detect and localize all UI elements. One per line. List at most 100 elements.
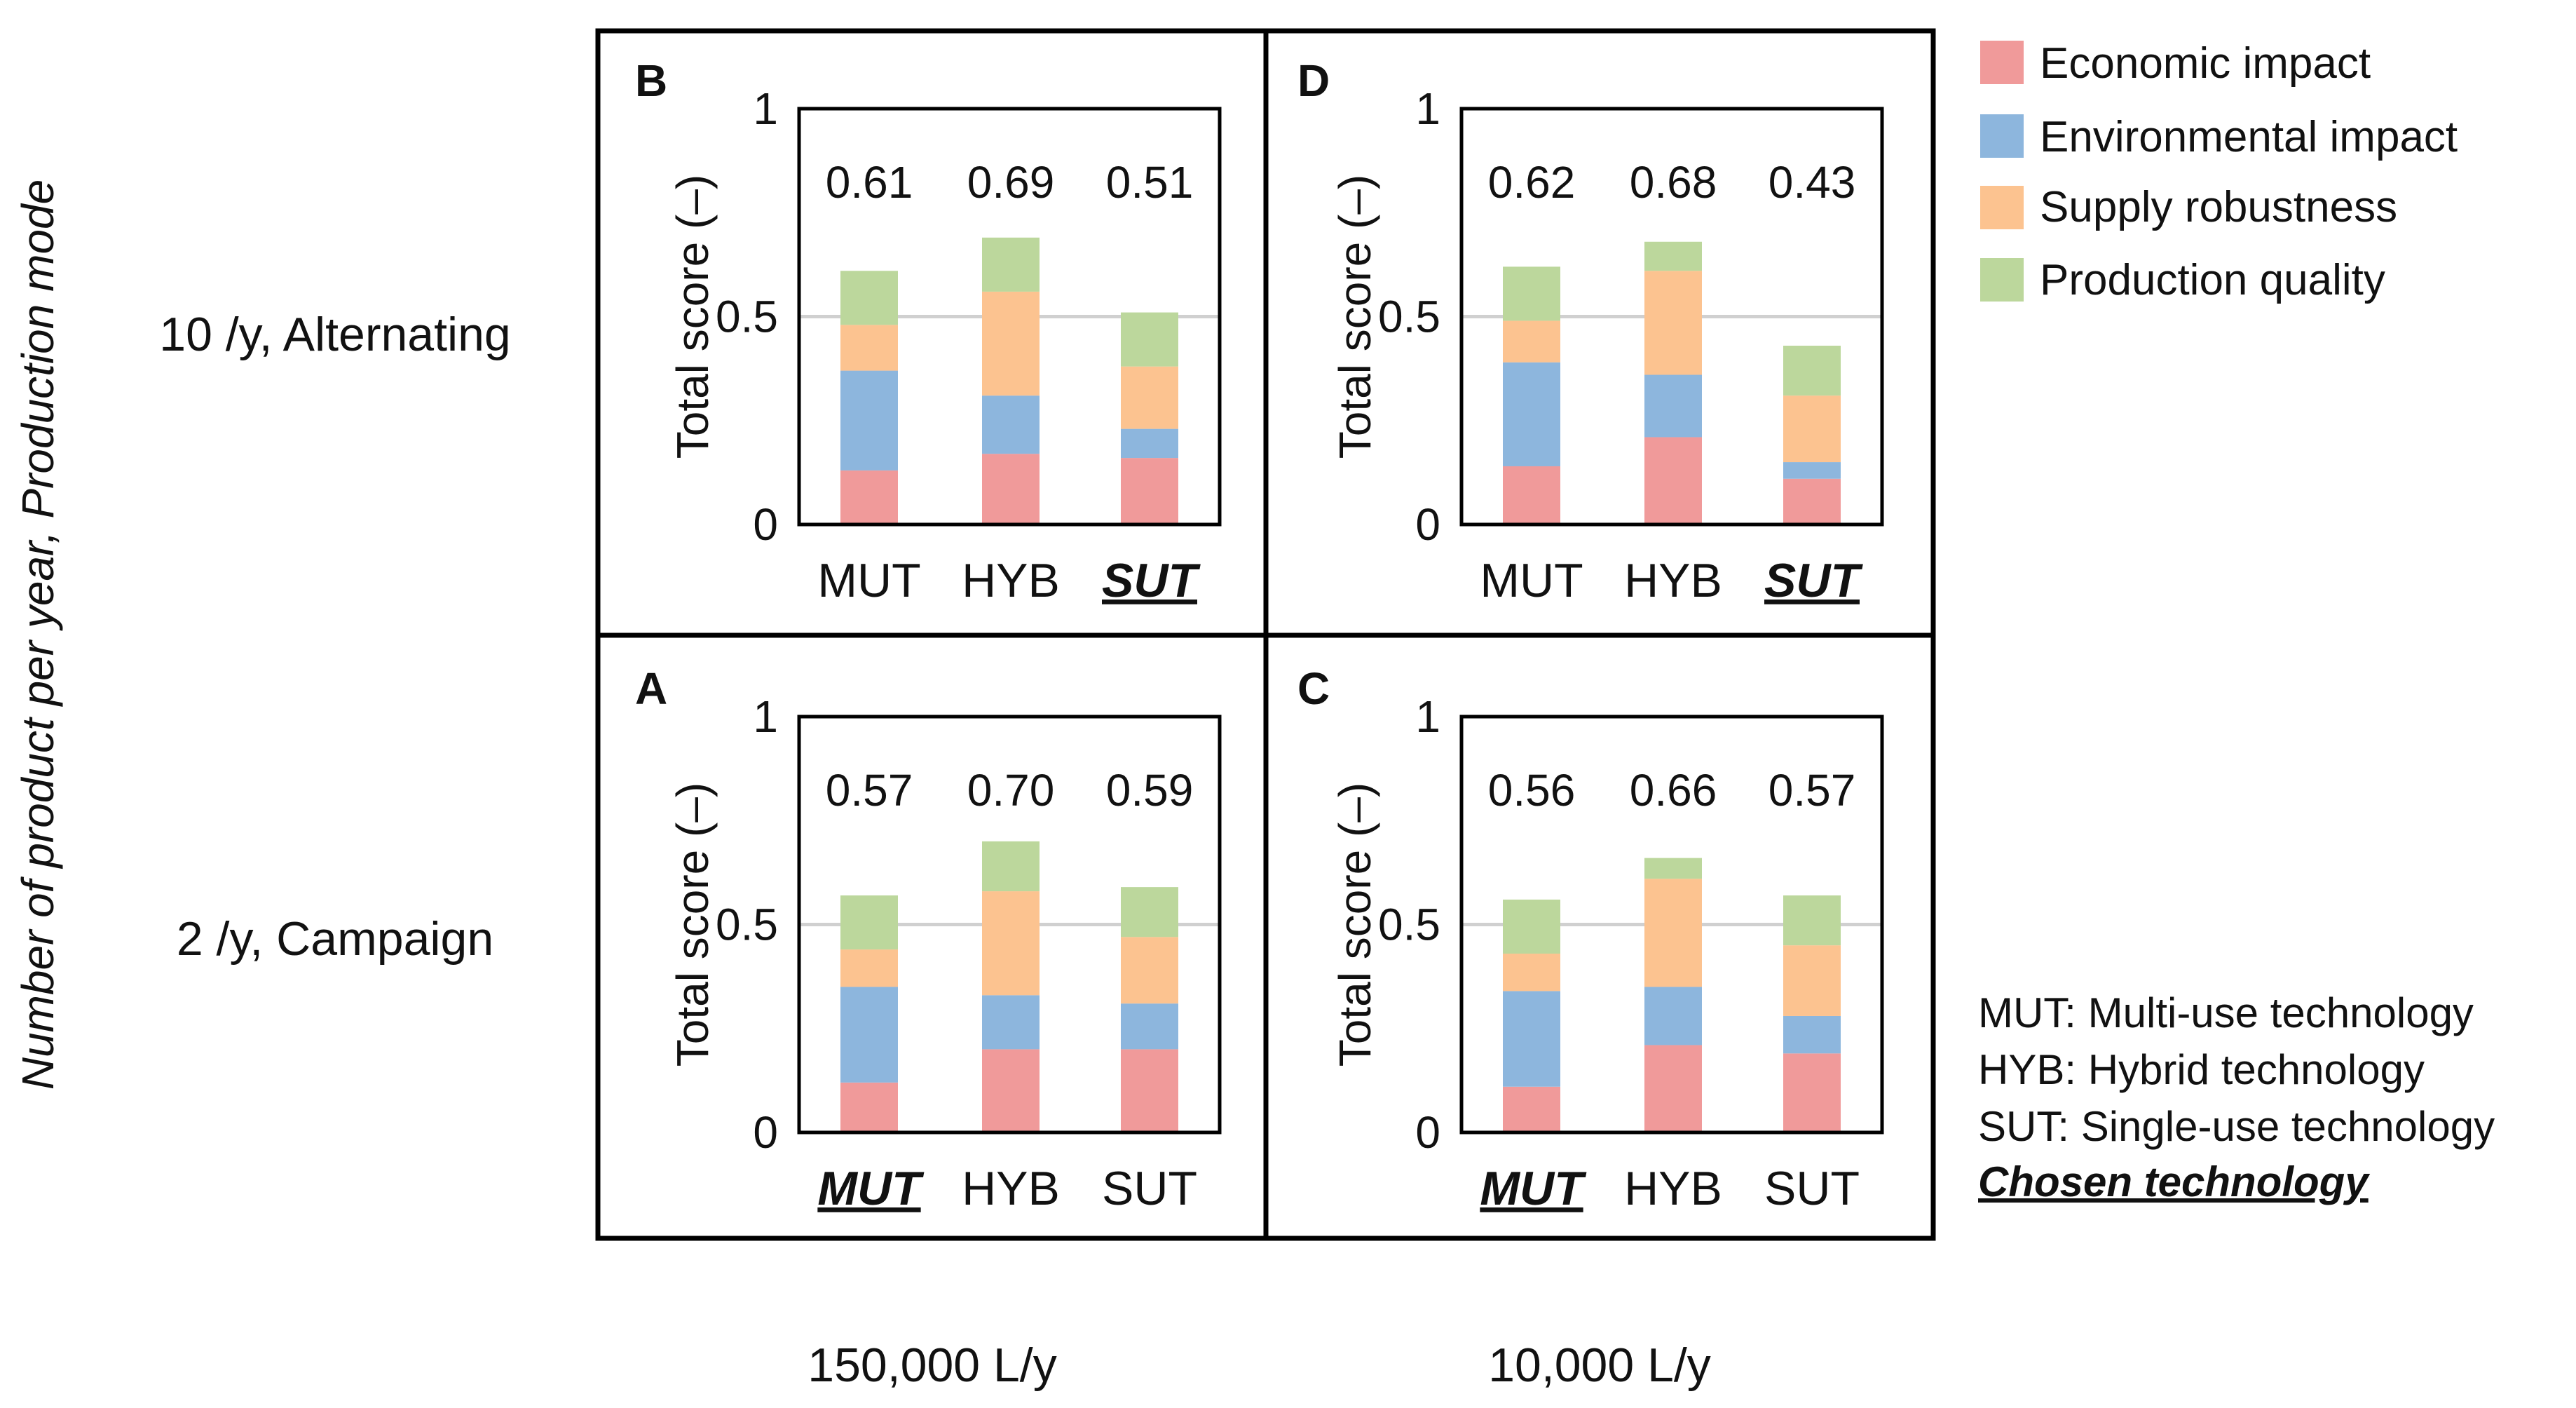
row-label-bottom: 2 /y, Campaign bbox=[177, 912, 493, 966]
y-tick-label: 0 bbox=[753, 499, 778, 550]
category-label-chosen: SUT bbox=[1102, 554, 1201, 607]
total-score-label: 0.51 bbox=[1106, 157, 1194, 208]
bar-segment bbox=[1783, 945, 1841, 1016]
category-label: HYB bbox=[962, 554, 1060, 607]
bar-segment bbox=[1783, 1015, 1841, 1054]
total-score-label: 0.56 bbox=[1488, 765, 1576, 815]
y-tick-label: 0.5 bbox=[1378, 292, 1440, 342]
bar-segment bbox=[1644, 241, 1702, 271]
bar-segment bbox=[1783, 478, 1841, 524]
legend-label: Supply robustness bbox=[2040, 183, 2397, 231]
legend-swatch bbox=[1980, 41, 2024, 84]
category-label-chosen: MUT bbox=[817, 1162, 925, 1215]
total-score-label: 0.57 bbox=[826, 765, 913, 815]
legend-swatch bbox=[1980, 186, 2024, 229]
category-label: MUT bbox=[1480, 554, 1583, 607]
y-axis-label: Total score (–) bbox=[667, 175, 718, 459]
bar-segment bbox=[1121, 428, 1178, 459]
bar-segment bbox=[1121, 312, 1178, 367]
bar-segment bbox=[1644, 1045, 1702, 1132]
bar-segment bbox=[982, 454, 1040, 524]
y-axis-label: Total score (–) bbox=[1330, 175, 1380, 459]
plot-area-border bbox=[797, 715, 1222, 1135]
legend-item: Environmental impact bbox=[1980, 113, 2458, 161]
total-score-label: 0.70 bbox=[967, 765, 1055, 815]
abbreviation-notes: MUT: Multi-use technology HYB: Hybrid te… bbox=[1978, 989, 2495, 1205]
bar-segment bbox=[840, 1082, 898, 1132]
bar-segment bbox=[1503, 362, 1560, 466]
legend-label: Economic impact bbox=[2040, 39, 2371, 88]
bar-segment bbox=[1121, 366, 1178, 429]
total-score-label: 0.68 bbox=[1630, 157, 1717, 208]
category-label: SUT bbox=[1102, 1162, 1197, 1215]
bar-segment bbox=[1503, 991, 1560, 1087]
panel-frame bbox=[595, 28, 1936, 1241]
bar-segment bbox=[982, 1049, 1040, 1132]
total-score-label: 0.43 bbox=[1769, 157, 1856, 208]
legend-item: Economic impact bbox=[1980, 39, 2371, 88]
total-score-label: 0.59 bbox=[1106, 765, 1194, 815]
y-tick-label: 1 bbox=[753, 83, 778, 134]
total-score-label: 0.61 bbox=[826, 157, 913, 208]
y-axis-label: Total score (–) bbox=[1330, 783, 1380, 1067]
bar-segment bbox=[1121, 1049, 1178, 1132]
bar-segment bbox=[1644, 271, 1702, 375]
column-label-right: 10,000 L/y bbox=[1488, 1339, 1711, 1392]
bar-segment bbox=[1503, 899, 1560, 954]
bar-segment bbox=[1503, 954, 1560, 991]
bar-segment bbox=[1783, 395, 1841, 463]
legend-label: Environmental impact bbox=[2040, 113, 2458, 161]
category-label: HYB bbox=[1624, 554, 1722, 607]
bar-segment bbox=[1503, 320, 1560, 363]
bar-segment bbox=[1121, 458, 1178, 524]
bar-segment bbox=[1121, 887, 1178, 937]
bar-segment bbox=[1644, 437, 1702, 524]
note-hyb: HYB: Hybrid technology bbox=[1978, 1046, 2425, 1093]
bar-segment bbox=[840, 470, 898, 524]
bar-segment bbox=[982, 237, 1040, 292]
category-label-chosen: SUT bbox=[1764, 554, 1863, 607]
panel-letter: A bbox=[635, 663, 667, 714]
panel-letter: B bbox=[635, 55, 667, 106]
bar-segment bbox=[1503, 1086, 1560, 1132]
column-label-left: 150,000 L/y bbox=[807, 1339, 1056, 1392]
bar-segment bbox=[840, 325, 898, 371]
bar-segment bbox=[1783, 346, 1841, 396]
bar-segment bbox=[1644, 879, 1702, 987]
panel-letter: D bbox=[1297, 55, 1330, 106]
category-label: HYB bbox=[962, 1162, 1060, 1215]
total-score-label: 0.62 bbox=[1488, 157, 1576, 208]
category-label: HYB bbox=[1624, 1162, 1722, 1215]
y-tick-label: 1 bbox=[1415, 83, 1440, 134]
note-chosen-technology: Chosen technology bbox=[1978, 1158, 2370, 1205]
total-score-label: 0.57 bbox=[1769, 765, 1856, 815]
bar-segment bbox=[840, 370, 898, 471]
legend-swatch bbox=[1980, 114, 2024, 158]
legend-label: Production quality bbox=[2040, 256, 2385, 304]
bar-segment bbox=[1644, 987, 1702, 1045]
y-tick-label: 0 bbox=[753, 1107, 778, 1158]
legend-item: Supply robustness bbox=[1980, 183, 2397, 231]
legend: Economic impact Environmental impact Sup… bbox=[1980, 39, 2458, 304]
note-mut: MUT: Multi-use technology bbox=[1978, 989, 2474, 1036]
note-sut: SUT: Single-use technology bbox=[1978, 1103, 2495, 1150]
bar-segment bbox=[840, 987, 898, 1083]
bar-segment bbox=[840, 271, 898, 325]
row-label-top: 10 /y, Alternating bbox=[159, 308, 511, 361]
bar-segment bbox=[840, 949, 898, 987]
bar-segment bbox=[1783, 462, 1841, 479]
y-tick-label: 1 bbox=[753, 691, 778, 742]
panel-letter: C bbox=[1297, 663, 1330, 714]
y-tick-label: 0 bbox=[1415, 1107, 1440, 1158]
bar-segment bbox=[1644, 374, 1702, 438]
chart-panel: D 0 0.5 1 Total score (–) 0.62 MUT 0.68 HYB 0.43 S… bbox=[1297, 55, 1884, 607]
y-tick-label: 1 bbox=[1415, 691, 1440, 742]
bar-segment bbox=[1503, 266, 1560, 321]
bar-segment bbox=[1121, 1003, 1178, 1050]
bar-segment bbox=[982, 395, 1040, 454]
bar-segment bbox=[982, 841, 1040, 892]
bar-segment bbox=[982, 891, 1040, 996]
